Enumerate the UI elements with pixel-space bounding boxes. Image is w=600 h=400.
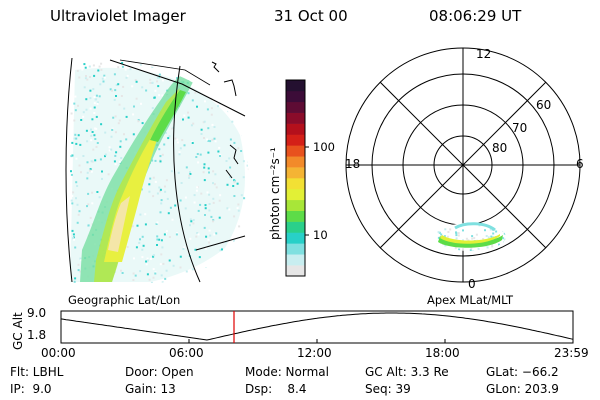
lat-label-80: 80 bbox=[492, 141, 508, 155]
left-geographic-map bbox=[65, 57, 249, 284]
auroral-oval bbox=[434, 222, 506, 251]
colorbar-cell bbox=[286, 243, 305, 255]
altitude-xtick-2359: 23:59 bbox=[554, 346, 589, 360]
altitude-ylabel: GC Alt bbox=[11, 312, 25, 350]
colorbar-cell bbox=[286, 101, 305, 113]
altitude-ytick-low: 1.8 bbox=[27, 328, 47, 342]
colorbar bbox=[285, 79, 309, 277]
colorbar-cell bbox=[286, 156, 305, 168]
longitude-line-1 bbox=[65, 57, 73, 283]
colorbar-unit-label: photon cm⁻²s⁻¹ bbox=[268, 147, 282, 240]
colorbar-cell bbox=[286, 254, 305, 266]
altitude-xtick-1800: 18:00 bbox=[425, 346, 460, 360]
date-label: 31 Oct 00 bbox=[274, 7, 348, 25]
dsp-readout: Dsp: 8.4 bbox=[245, 382, 307, 396]
colorbar-label-100: 100 bbox=[313, 140, 335, 154]
longitude-line-2 bbox=[173, 65, 201, 283]
lat-label-60: 60 bbox=[536, 98, 552, 112]
altitude-xtick-marks bbox=[60, 339, 574, 343]
mlt-label-18: 18 bbox=[345, 157, 361, 171]
auroral-band-upper bbox=[150, 90, 186, 142]
oval-arc-cyan bbox=[454, 222, 496, 232]
colorbar-cell bbox=[286, 123, 305, 135]
polar-mlat-mlt-plot bbox=[345, 47, 581, 283]
seq-readout: Seq: 39 bbox=[365, 382, 411, 396]
oval-arc-yellow bbox=[440, 234, 500, 244]
gain-readout: Gain: 13 bbox=[125, 382, 176, 396]
door-readout: Door: Open bbox=[125, 365, 194, 379]
colorbar-label-10: 10 bbox=[313, 228, 328, 242]
altitude-xtick-0000: 00:00 bbox=[41, 346, 76, 360]
colorbar-cell bbox=[286, 134, 305, 146]
latitude-line-2 bbox=[119, 59, 211, 86]
oval-arc-green bbox=[438, 235, 503, 248]
altitude-plot bbox=[60, 310, 574, 344]
altitude-ytick-high: 9.0 bbox=[27, 306, 47, 320]
colorbar-cell bbox=[286, 80, 305, 92]
colorbar-cell bbox=[286, 167, 305, 179]
colorbar-cell bbox=[286, 199, 305, 211]
altitude-xtick-0600: 06:00 bbox=[169, 346, 204, 360]
colorbar-cell bbox=[286, 232, 305, 244]
mlt-line-diag-2 bbox=[379, 81, 547, 249]
altitude-curve bbox=[60, 312, 574, 341]
colorbar-cells bbox=[286, 80, 305, 277]
colorbar-cell bbox=[286, 265, 305, 277]
colorbar-cell bbox=[286, 112, 305, 124]
time-label: 08:06:29 UT bbox=[429, 7, 522, 25]
mlt-label-6: 6 bbox=[576, 157, 584, 171]
mlt-label-0: 0 bbox=[468, 277, 476, 291]
left-map-caption: Geographic Lat/Lon bbox=[68, 293, 181, 307]
filter-readout: Flt: LBHL bbox=[10, 365, 64, 379]
latitude-line-3 bbox=[195, 235, 246, 251]
glon-readout: GLon: 203.9 bbox=[486, 382, 559, 396]
altitude-plot-frame bbox=[60, 310, 574, 344]
colorbar-cell bbox=[286, 221, 305, 233]
colorbar-cell bbox=[286, 188, 305, 201]
mode-readout: Mode: Normal bbox=[245, 365, 329, 379]
coastline bbox=[211, 61, 239, 179]
glat-readout: GLat: −66.2 bbox=[486, 365, 559, 379]
mlt-label-12: 12 bbox=[476, 47, 492, 61]
instrument-title: Ultraviolet Imager bbox=[50, 7, 186, 25]
lat-label-70: 70 bbox=[512, 121, 528, 135]
colorbar-cell bbox=[286, 210, 305, 222]
gc-alt-readout: GC Alt: 3.3 Re bbox=[365, 365, 449, 379]
altitude-xtick-1200: 12:00 bbox=[297, 346, 332, 360]
right-map-caption: Apex MLat/MLT bbox=[427, 293, 514, 307]
auroral-band-peak bbox=[108, 196, 130, 252]
colorbar-cell bbox=[286, 90, 305, 103]
latitude-line-1 bbox=[109, 59, 246, 117]
colorbar-cell bbox=[286, 145, 305, 157]
colorbar-frame bbox=[285, 79, 306, 277]
colorbar-cell bbox=[286, 178, 305, 190]
ip-readout: IP: 9.0 bbox=[10, 382, 52, 396]
